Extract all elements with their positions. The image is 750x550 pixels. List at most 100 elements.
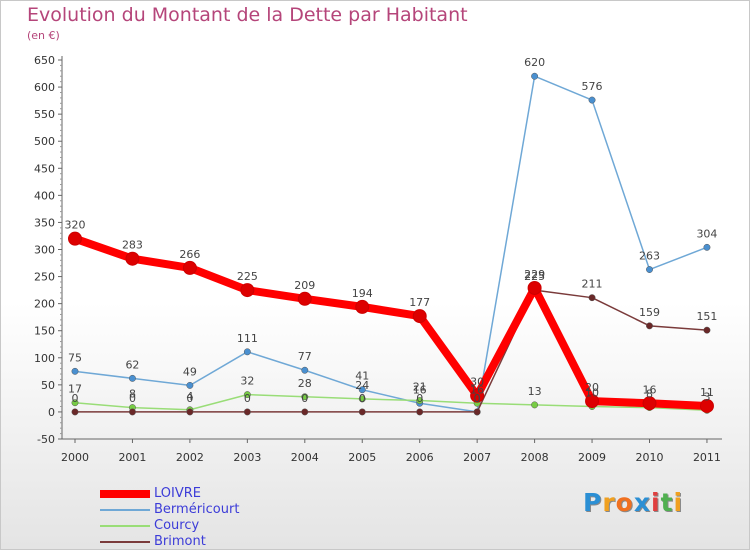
data-label: 13 xyxy=(528,385,542,398)
data-label: 209 xyxy=(294,279,315,292)
data-point xyxy=(243,408,251,416)
data-point xyxy=(71,408,79,416)
data-label: 0 xyxy=(474,392,481,405)
series-line-courcy xyxy=(74,393,708,412)
data-label: 0 xyxy=(129,392,136,405)
data-point xyxy=(301,393,309,401)
data-point xyxy=(240,283,255,298)
y-tick-label: 500 xyxy=(34,135,55,148)
series-line-loivre xyxy=(71,234,711,410)
logo-letter: i xyxy=(673,488,684,517)
legend-swatch xyxy=(100,490,150,498)
x-tick-label: 2011 xyxy=(693,451,721,464)
legend-swatch xyxy=(100,525,150,527)
data-point xyxy=(358,386,366,394)
data-point xyxy=(243,348,251,356)
data-label: 10 xyxy=(585,387,599,400)
data-point xyxy=(703,326,711,334)
chart-subtitle: (en €) xyxy=(27,29,60,42)
y-tick-label: 400 xyxy=(34,189,55,202)
y-tick-label: 350 xyxy=(34,216,55,229)
data-label: 0 xyxy=(186,392,193,405)
y-tick-label: 0 xyxy=(48,406,55,419)
series-line-berméricourt xyxy=(74,75,708,413)
x-tick-label: 2003 xyxy=(233,451,261,464)
data-point xyxy=(129,408,136,416)
data-label: 0 xyxy=(72,392,79,405)
data-label: 620 xyxy=(524,56,545,69)
data-point xyxy=(588,96,596,104)
data-point xyxy=(699,398,714,413)
logo-letter: i xyxy=(651,488,661,517)
data-label: 20 xyxy=(585,381,599,394)
data-label: 304 xyxy=(696,227,717,240)
data-point xyxy=(68,231,82,246)
data-label: 229 xyxy=(524,268,545,281)
y-tick-label: 650 xyxy=(34,54,55,67)
data-point xyxy=(358,408,366,416)
logo-letter: P xyxy=(583,488,603,517)
y-tick-label: 300 xyxy=(34,244,55,257)
data-label: 266 xyxy=(179,248,200,261)
data-point xyxy=(182,260,197,275)
y-tick-label: 600 xyxy=(34,81,55,94)
data-label: 16 xyxy=(643,383,657,396)
series-line-brimont xyxy=(74,289,708,413)
data-point xyxy=(416,397,424,405)
x-tick-label: 2006 xyxy=(406,451,434,464)
logo-letter: r xyxy=(602,488,616,517)
x-tick-label: 2005 xyxy=(348,451,376,464)
data-label: 0 xyxy=(474,392,481,405)
x-tick-label: 2001 xyxy=(118,451,146,464)
logo-letter: x xyxy=(633,488,651,517)
data-label: 8 xyxy=(129,388,136,401)
data-label: 30 xyxy=(470,376,484,389)
data-point xyxy=(646,266,653,273)
data-point xyxy=(71,399,79,407)
data-label: 194 xyxy=(352,287,373,300)
data-point xyxy=(412,309,427,324)
data-label: 263 xyxy=(639,250,660,263)
data-point xyxy=(527,280,542,295)
logo-letter: o xyxy=(615,488,634,517)
data-label: 75 xyxy=(68,351,82,364)
data-point xyxy=(703,243,711,251)
data-point xyxy=(125,251,140,266)
data-point xyxy=(186,408,194,416)
y-tick-label: 250 xyxy=(34,271,55,284)
data-label: 0 xyxy=(416,392,423,405)
data-label: 62 xyxy=(125,358,139,371)
data-label: 32 xyxy=(240,375,254,388)
data-label: 4 xyxy=(186,390,193,403)
y-tick-label: 150 xyxy=(34,325,55,338)
y-tick-label: 450 xyxy=(34,162,55,175)
data-label: 0 xyxy=(359,392,366,405)
data-label: 320 xyxy=(65,219,86,232)
data-label: 16 xyxy=(413,383,427,396)
data-point xyxy=(358,395,366,403)
data-label: 11 xyxy=(700,386,714,399)
data-point xyxy=(642,396,657,411)
data-label: 41 xyxy=(355,370,369,383)
data-label: 0 xyxy=(301,392,308,405)
data-label: 225 xyxy=(237,270,258,283)
logo-letter: t xyxy=(660,488,674,517)
data-label: 17 xyxy=(68,383,82,396)
data-point xyxy=(71,367,79,375)
x-tick-label: 2000 xyxy=(61,451,89,464)
y-tick-label: 50 xyxy=(41,379,55,392)
data-point xyxy=(416,408,424,416)
legend-label: LOIVRE xyxy=(154,486,201,501)
y-tick-label: 550 xyxy=(34,108,55,121)
legend-label: Berméricourt xyxy=(154,502,240,517)
legend-label: Brimont xyxy=(154,534,206,549)
data-point xyxy=(470,388,485,403)
data-label: 28 xyxy=(298,377,312,390)
data-point xyxy=(473,408,481,416)
data-label: 0 xyxy=(244,392,251,405)
data-label: 576 xyxy=(582,80,603,93)
y-tick-label: 200 xyxy=(34,298,55,311)
data-point xyxy=(531,401,539,409)
